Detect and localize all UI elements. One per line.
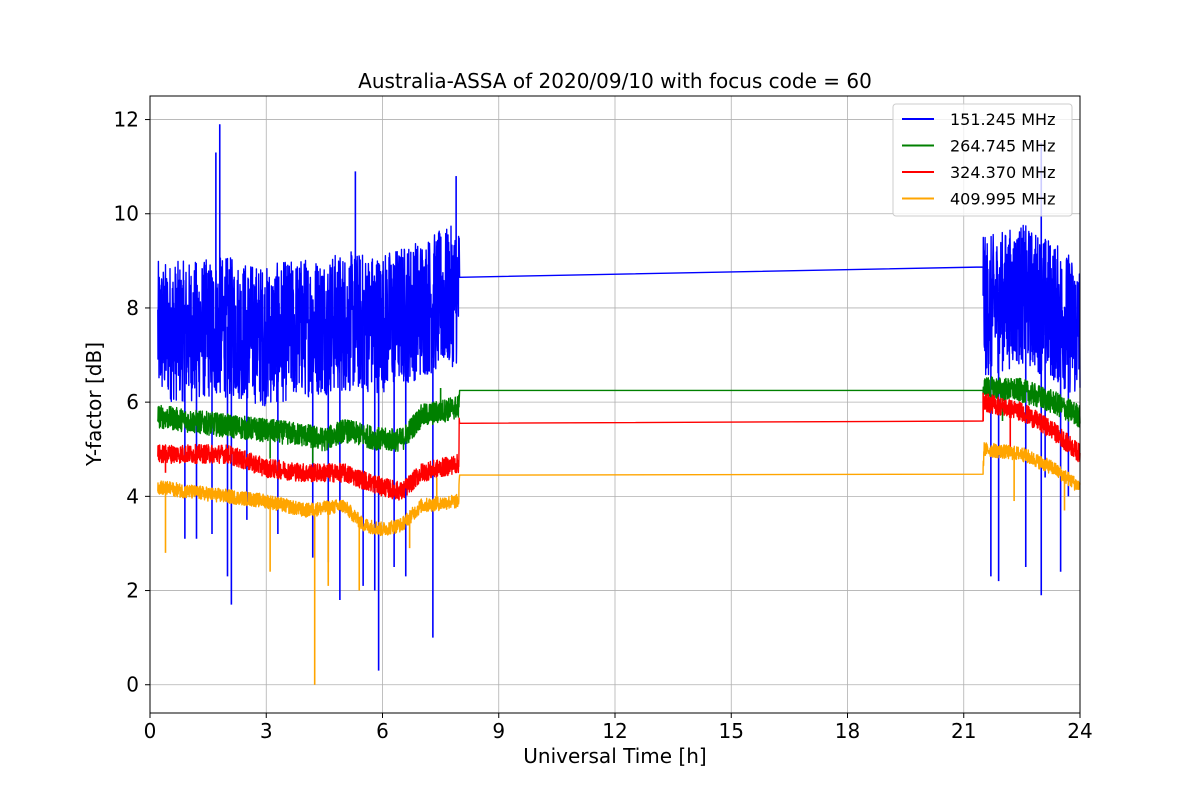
- series-layer: [157, 124, 1081, 685]
- y-tick-label: 4: [126, 484, 139, 508]
- x-tick-label: 24: [1067, 719, 1092, 743]
- series-line: [157, 393, 1081, 501]
- series-line: [157, 442, 1081, 537]
- series-line: [157, 376, 1081, 452]
- legend-box: [892, 103, 1073, 217]
- y-tick-label: 8: [126, 296, 139, 320]
- y-tick-label: 0: [126, 673, 139, 697]
- y-tick-label: 2: [126, 579, 139, 603]
- series-line: [157, 224, 1081, 407]
- x-tick-label: 12: [602, 719, 627, 743]
- legend: 151.245 MHz 264.745 MHz 324.370 MHz 409.995…: [892, 103, 1073, 217]
- chart-title: Australia-ASSA of 2020/09/10 with focus …: [358, 69, 872, 93]
- legend-entry: 151.245 MHz: [950, 110, 1055, 129]
- y-tick-label: 12: [114, 108, 139, 132]
- legend-entry: 409.995 MHz: [950, 190, 1055, 209]
- x-tick-label: 9: [492, 719, 505, 743]
- x-tick-label: 21: [951, 719, 976, 743]
- x-tick-label: 0: [144, 719, 157, 743]
- legend-entry: 324.370 MHz: [950, 163, 1055, 182]
- y-tick-label: 10: [114, 202, 139, 226]
- x-tick-label: 3: [260, 719, 273, 743]
- legend-entry: 264.745 MHz: [950, 137, 1055, 156]
- x-tick-label: 6: [376, 719, 389, 743]
- x-axis-label: Universal Time [h]: [523, 744, 706, 768]
- y-tick-label: 6: [126, 390, 139, 414]
- x-tick-label: 18: [835, 719, 860, 743]
- y-axis-label: Y-factor [dB]: [82, 342, 106, 467]
- x-tick-label: 15: [719, 719, 744, 743]
